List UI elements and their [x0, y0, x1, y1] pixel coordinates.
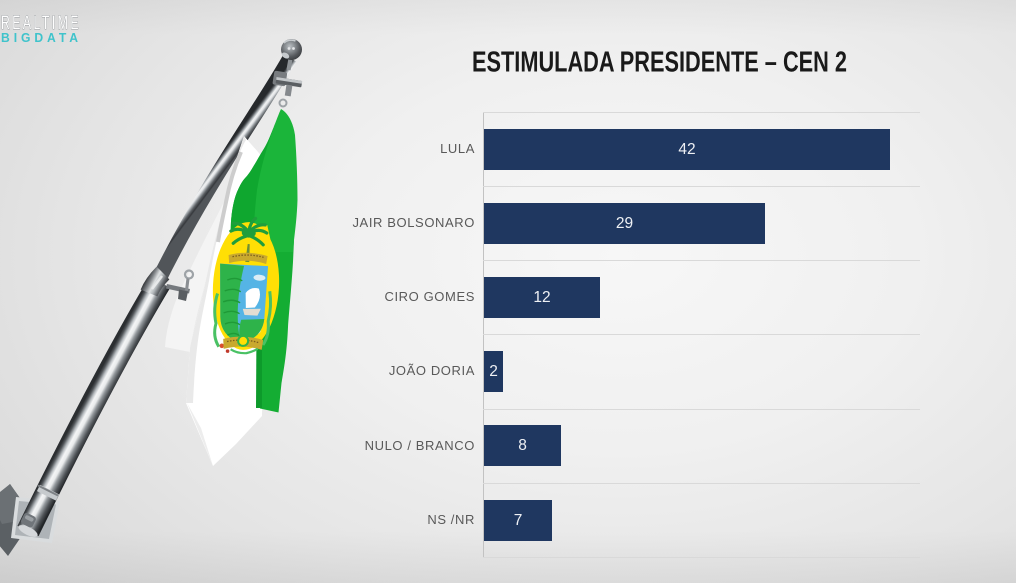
svg-text:ESTIMULADA PRESIDENTE – CEN 2: ESTIMULADA PRESIDENTE – CEN 2 — [472, 47, 847, 79]
svg-text:REALTIME: REALTIME — [1, 12, 81, 34]
svg-text:BIGDATA: BIGDATA — [1, 30, 82, 45]
